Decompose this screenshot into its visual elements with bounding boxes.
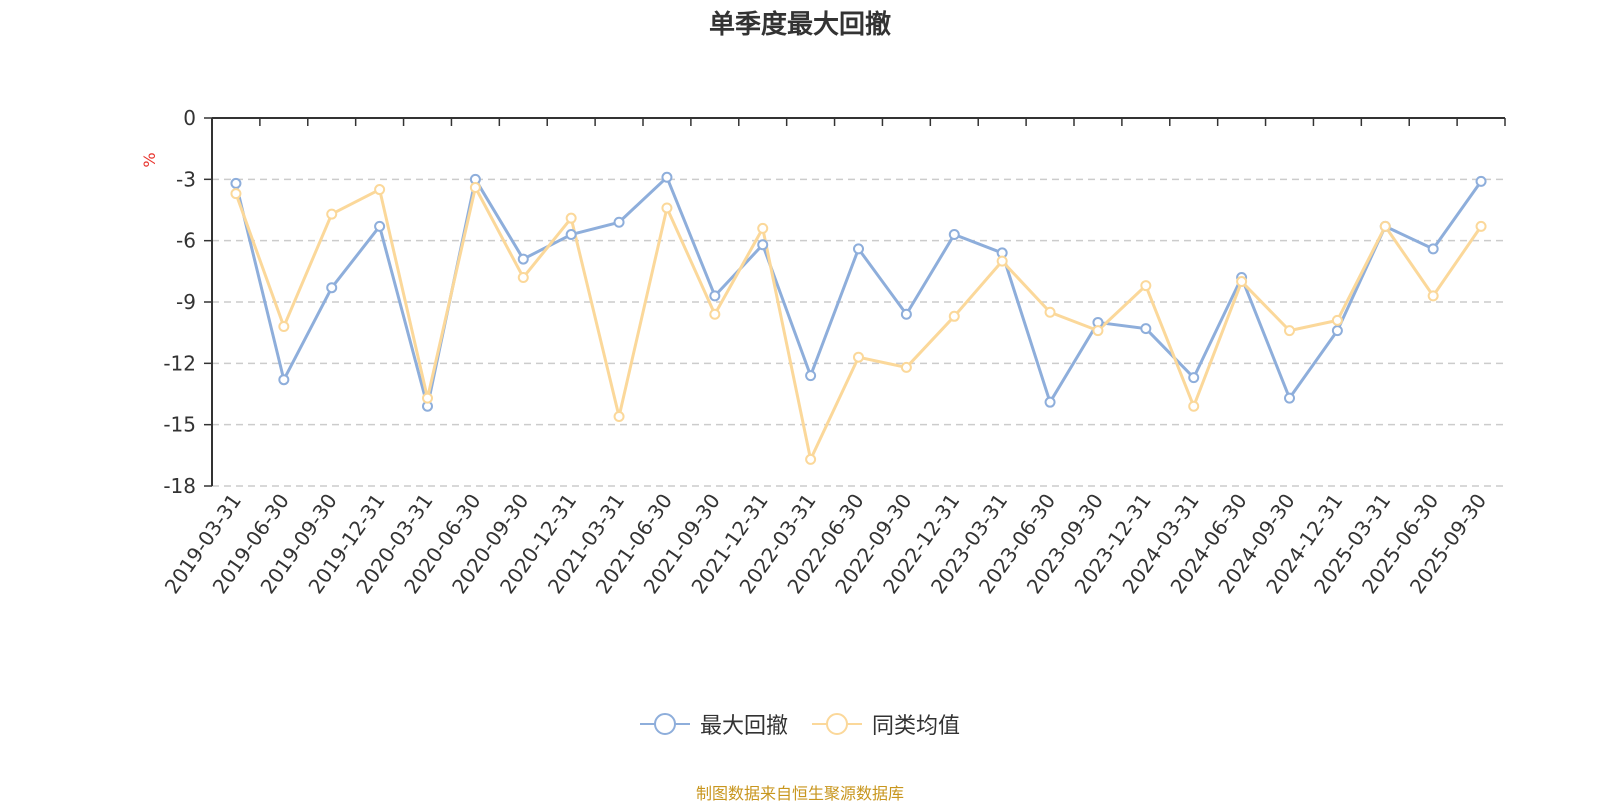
- grid-lines: [212, 178, 1505, 487]
- data-point-peer-average: [565, 212, 577, 224]
- data-point-max-drawdown: [1475, 175, 1487, 187]
- data-point-peer-average: [1140, 280, 1152, 292]
- data-point-max-drawdown: [374, 220, 386, 232]
- data-source-note: 制图数据来自恒生聚源数据库: [695, 784, 904, 803]
- data-point-max-drawdown: [278, 374, 290, 386]
- legend: 最大回撤 同类均值: [0, 708, 1600, 740]
- data-point-peer-average: [1284, 325, 1295, 337]
- data-point-peer-average: [278, 321, 290, 333]
- data-point-max-drawdown: [661, 171, 673, 183]
- data-point-max-drawdown: [565, 229, 577, 241]
- data-point-peer-average: [948, 310, 960, 322]
- data-point-max-drawdown: [230, 177, 242, 189]
- x-tick-labels: 2019-03-312019-06-302019-09-302019-12-31…: [160, 489, 1491, 598]
- legend-marker-peer-average: [812, 713, 862, 735]
- data-point-max-drawdown: [326, 282, 338, 294]
- data-point-peer-average: [805, 453, 817, 465]
- y-tick-label: -6: [176, 229, 196, 253]
- y-tick-label: -15: [163, 413, 196, 437]
- data-point-peer-average: [1092, 325, 1104, 337]
- data-point-peer-average: [1427, 290, 1439, 302]
- data-point-max-drawdown: [1188, 372, 1200, 384]
- data-point-peer-average: [1044, 306, 1056, 318]
- data-point-peer-average: [1379, 220, 1391, 232]
- data-point-peer-average: [613, 410, 625, 422]
- series-lines: [234, 175, 1483, 461]
- data-point-peer-average: [661, 202, 673, 214]
- data-point-peer-average: [326, 208, 338, 220]
- y-tick-label: -3: [176, 167, 196, 191]
- legend-label-peer-average: 同类均值: [872, 714, 961, 739]
- data-point-peer-average: [422, 392, 433, 404]
- data-point-max-drawdown: [709, 290, 721, 302]
- data-points: [230, 171, 1487, 465]
- legend-label-max-drawdown: 最大回撤: [699, 714, 788, 739]
- chart-title: 单季度最大回撤: [708, 10, 891, 40]
- axes: [204, 117, 1506, 487]
- data-point-peer-average: [374, 184, 386, 196]
- data-point-max-drawdown: [1044, 396, 1056, 408]
- data-point-max-drawdown: [517, 253, 529, 265]
- data-point-max-drawdown: [853, 243, 864, 255]
- data-point-max-drawdown: [1140, 323, 1152, 335]
- data-point-max-drawdown: [948, 229, 960, 241]
- data-point-max-drawdown: [1284, 392, 1295, 404]
- data-point-peer-average: [1188, 400, 1200, 412]
- data-point-peer-average: [1475, 220, 1487, 232]
- data-point-peer-average: [757, 222, 769, 234]
- y-tick-label: -9: [176, 290, 196, 314]
- data-point-peer-average: [1236, 276, 1248, 288]
- data-point-peer-average: [469, 182, 481, 194]
- data-point-max-drawdown: [1427, 243, 1439, 255]
- line-chart: 0 -3 -6 -9 -12 -15 -18 2019-03-312019-06-30201…: [140, 106, 1506, 598]
- data-point-peer-average: [996, 255, 1008, 267]
- data-point-max-drawdown: [805, 370, 817, 382]
- data-point-max-drawdown: [1331, 325, 1343, 337]
- legend-marker-max-drawdown: [639, 713, 690, 735]
- y-tick-label: -18: [163, 474, 196, 498]
- y-axis-unit-label: %: [140, 152, 159, 167]
- y-tick-label: -12: [163, 351, 196, 375]
- data-point-max-drawdown: [757, 239, 769, 251]
- legend-item-peer-average[interactable]: 同类均值: [812, 708, 960, 740]
- data-point-peer-average: [517, 271, 529, 283]
- y-tick-labels: 0 -3 -6 -9 -12 -15 -18: [163, 106, 196, 498]
- legend-item-max-drawdown[interactable]: 最大回撤: [639, 708, 788, 740]
- data-point-peer-average: [853, 351, 864, 363]
- data-point-peer-average: [900, 361, 912, 373]
- data-point-peer-average: [1331, 314, 1343, 326]
- data-point-max-drawdown: [613, 216, 625, 228]
- data-point-peer-average: [230, 188, 242, 200]
- data-point-max-drawdown: [900, 308, 912, 320]
- data-point-peer-average: [709, 308, 721, 320]
- series-line-peer-average: [234, 186, 1483, 461]
- y-tick-label: 0: [183, 106, 196, 130]
